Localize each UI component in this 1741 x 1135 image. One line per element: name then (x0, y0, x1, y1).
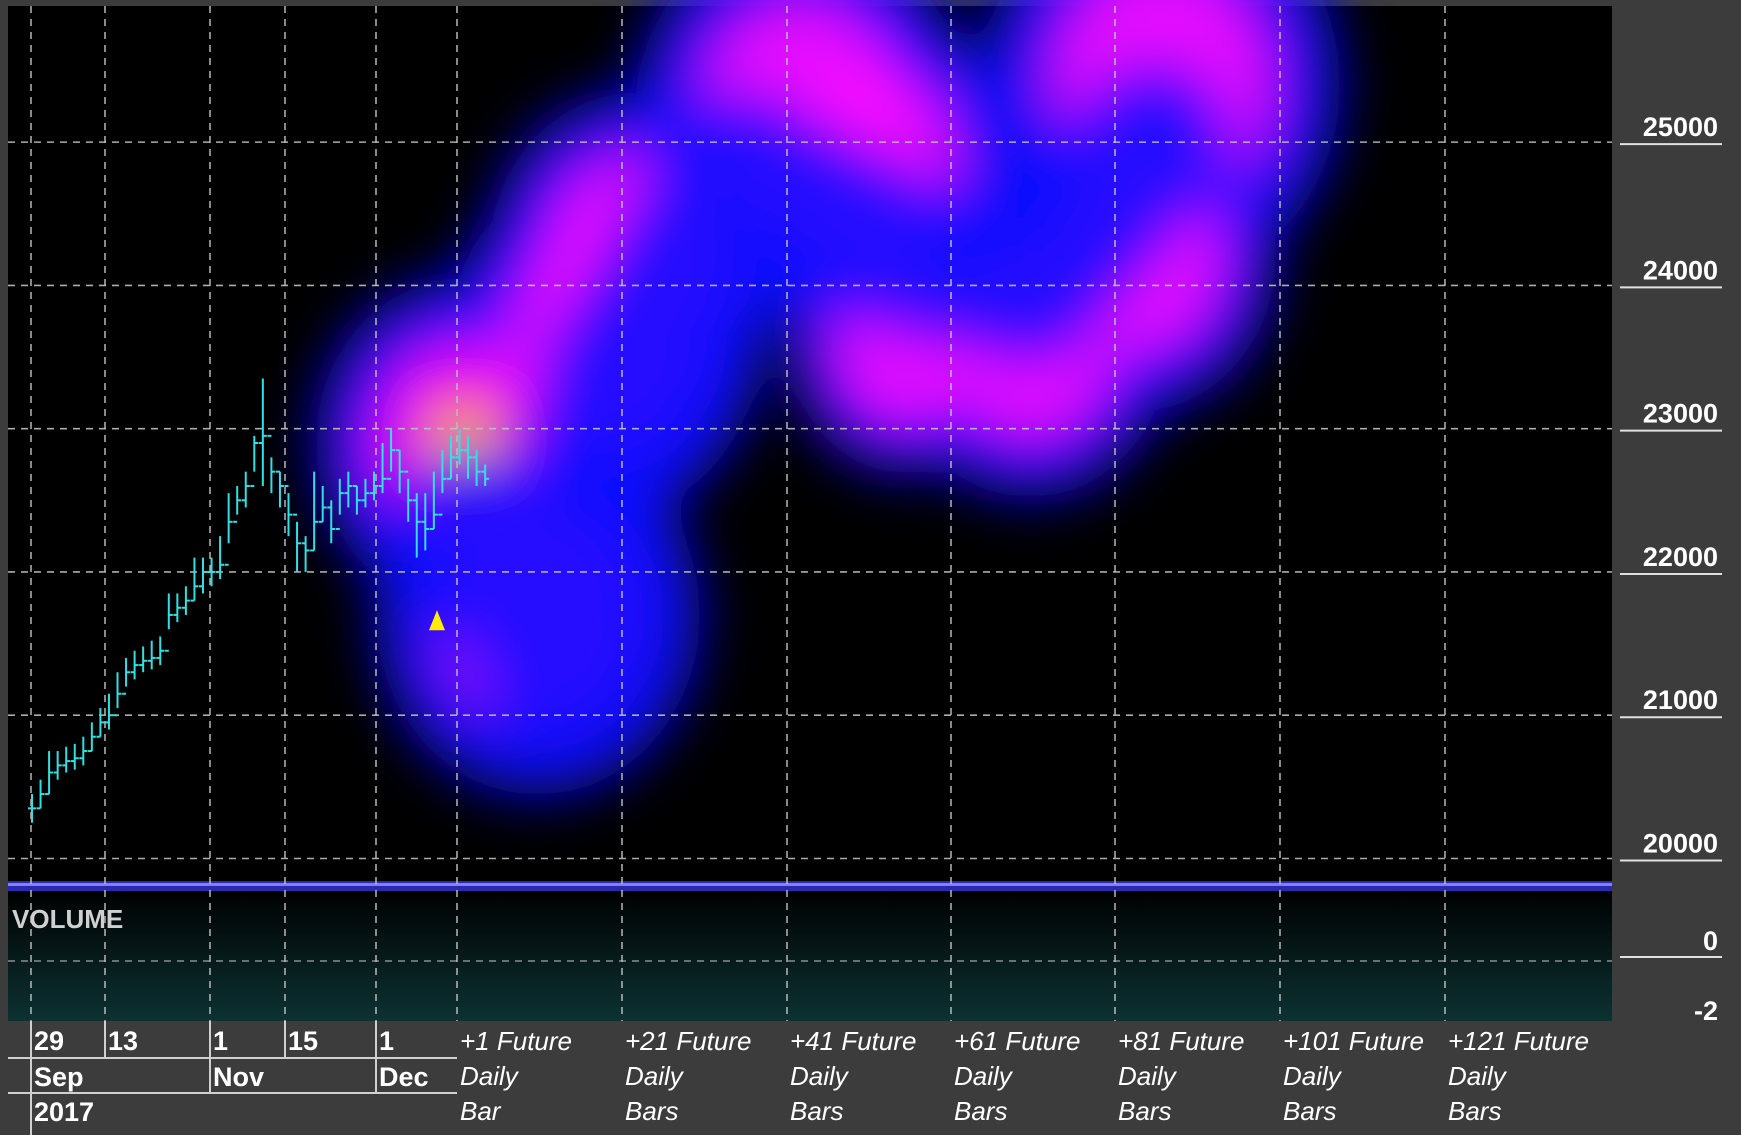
x-axis-future-label: +101 Future (1283, 1026, 1424, 1056)
volume-tick-label: -2 (1694, 996, 1718, 1026)
y-tick-label: 22000 (1643, 542, 1718, 572)
x-axis-future-label: Daily (790, 1061, 850, 1091)
x-axis-month-label: Nov (213, 1062, 264, 1092)
y-tick-label: 20000 (1643, 829, 1718, 859)
x-axis-future-label: +61 Future (954, 1026, 1080, 1056)
x-axis-future-label: Bars (954, 1096, 1007, 1126)
x-axis-future-label: Bars (1118, 1096, 1171, 1126)
x-axis-future-label: +1 Future (460, 1026, 572, 1056)
x-axis-future-label: Daily (1283, 1061, 1343, 1091)
x-axis-future-label: Daily (625, 1061, 685, 1091)
x-axis-year-label: 2017 (34, 1097, 94, 1127)
y-tick-label: 24000 (1643, 255, 1718, 285)
x-axis-day-label: 29 (34, 1026, 64, 1056)
volume-panel (8, 889, 1612, 1021)
x-axis-future-label: +21 Future (625, 1026, 751, 1056)
x-axis-future-label: +81 Future (1118, 1026, 1244, 1056)
x-axis-month-label: Sep (34, 1062, 84, 1092)
volume-title: VOLUME (12, 904, 123, 934)
volume-tick-label: 0 (1703, 926, 1718, 956)
x-axis-future-label: Daily (1118, 1061, 1178, 1091)
x-axis-future-label: Daily (1448, 1061, 1508, 1091)
x-axis-future-label: +121 Future (1448, 1026, 1589, 1056)
y-tick-label: 25000 (1643, 112, 1718, 142)
x-axis-day-label: 15 (288, 1026, 318, 1056)
x-axis-month-label: Dec (379, 1062, 429, 1092)
x-axis-future-label: Bars (1283, 1096, 1336, 1126)
x-axis-future-label: Daily (460, 1061, 520, 1091)
x-axis-future-label: Bars (625, 1096, 678, 1126)
x-axis-future-label: Bars (790, 1096, 843, 1126)
x-axis-day-label: 13 (108, 1026, 138, 1056)
x-axis-future-label: Daily (954, 1061, 1014, 1091)
x-axis-future-label: +41 Future (790, 1026, 916, 1056)
y-tick-label: 23000 (1643, 399, 1718, 429)
x-axis-future-label: Bars (1448, 1096, 1501, 1126)
y-tick-label: 21000 (1643, 685, 1718, 715)
panel-separator-highlight (8, 883, 1724, 886)
x-axis-future-label: Bar (460, 1096, 502, 1126)
x-axis-day-label: 1 (213, 1026, 228, 1056)
x-axis-day-label: 1 (379, 1026, 394, 1056)
